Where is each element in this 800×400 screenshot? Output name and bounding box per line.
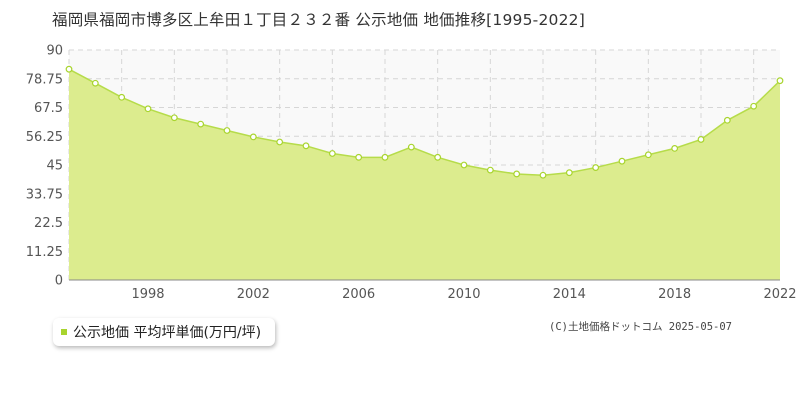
data-point	[249, 133, 257, 141]
data-point	[460, 161, 468, 169]
y-axis-tick-labels: 0 11.25 22.5 33.75 45 56.25 67.5 78.75 90	[26, 44, 63, 289]
data-point	[65, 65, 73, 73]
series-line	[68, 68, 781, 176]
data-point	[381, 153, 389, 161]
data-point	[91, 79, 99, 87]
copyright-credit: (C)土地価格ドットコム 2025-05-07	[549, 321, 733, 333]
y-tick-label: 90	[46, 44, 63, 59]
y-tick-label: 45	[46, 159, 63, 174]
x-tick-label: 2006	[342, 287, 375, 302]
data-point	[671, 144, 679, 152]
data-point	[434, 153, 442, 161]
data-point	[618, 157, 626, 165]
data-point	[776, 77, 784, 85]
x-tick-label: 2010	[447, 287, 480, 302]
data-point	[302, 142, 310, 150]
x-tick-label: 2018	[658, 287, 691, 302]
data-point	[407, 143, 415, 151]
x-tick-label: 2022	[763, 287, 796, 302]
data-point	[144, 105, 152, 113]
data-point	[118, 93, 126, 101]
data-point	[644, 151, 652, 159]
data-point	[170, 114, 178, 122]
data-point	[539, 171, 547, 179]
data-point	[565, 169, 573, 177]
x-tick-label: 1998	[131, 287, 164, 302]
chart-title: 福岡県福岡市博多区上牟田１丁目２３２番 公示地価 地価推移[1995-2022]	[52, 11, 585, 29]
y-tick-label: 56.25	[26, 130, 63, 145]
y-tick-label: 22.5	[34, 216, 63, 231]
data-point	[592, 164, 600, 171]
data-point	[486, 166, 494, 174]
x-tick-label: 2014	[553, 287, 586, 302]
y-tick-label: 78.75	[26, 72, 63, 87]
data-point	[328, 150, 336, 157]
x-axis-tick-labels: 1998 2002 2006 2010 2014 2018 2022	[131, 287, 796, 302]
y-tick-label: 33.75	[26, 187, 63, 202]
legend-label: 公示地価 平均坪単価(万円/坪)	[73, 325, 262, 341]
data-point	[723, 116, 731, 124]
y-tick-label: 0	[55, 274, 63, 289]
series-markers	[65, 65, 784, 179]
data-point	[697, 136, 705, 143]
x-tick-label: 2002	[237, 287, 270, 302]
series-area	[69, 69, 780, 281]
legend: 公示地価 平均坪単価(万円/坪)	[53, 318, 276, 346]
data-point	[750, 102, 758, 110]
data-point	[513, 170, 521, 178]
y-tick-label: 67.5	[34, 101, 63, 116]
data-point	[197, 120, 205, 128]
data-point	[276, 138, 284, 146]
y-tick-label: 11.25	[26, 245, 63, 260]
data-point	[355, 153, 363, 161]
data-point	[223, 127, 231, 134]
legend-swatch	[61, 329, 67, 335]
